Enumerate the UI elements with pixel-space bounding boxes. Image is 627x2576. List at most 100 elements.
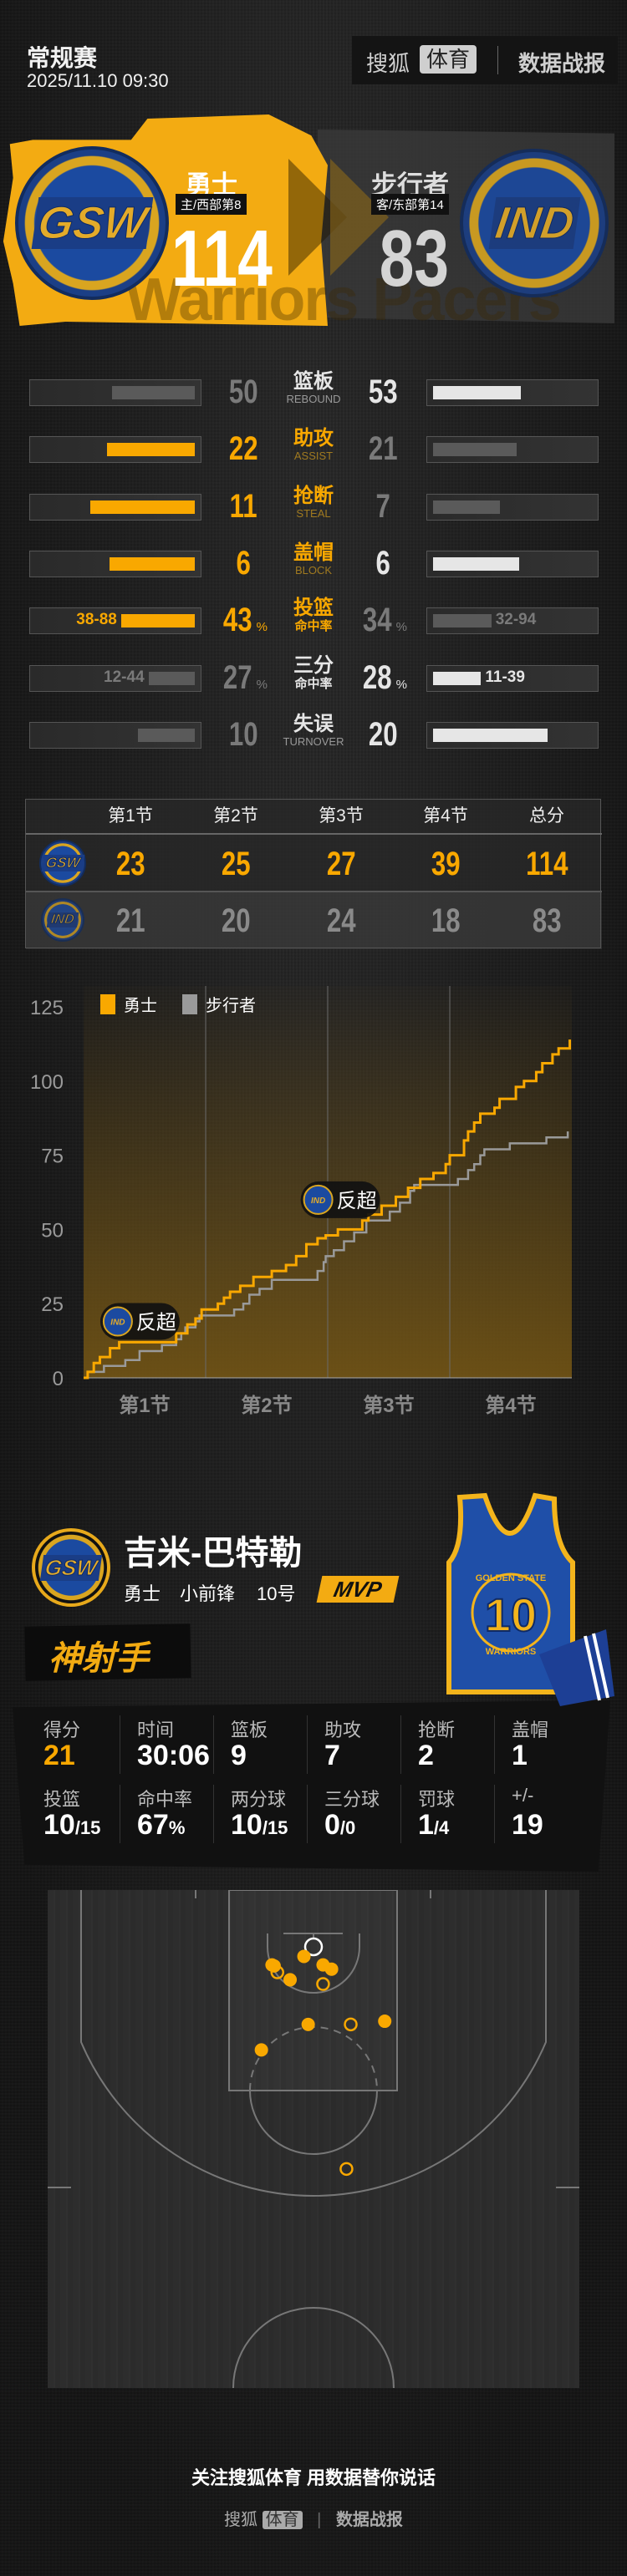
player-stat-value: 67% xyxy=(137,1809,186,1841)
player-number: 10号 xyxy=(257,1583,296,1604)
player-stat-label: 罚球 xyxy=(418,1789,456,1810)
y-tick-label: 50 xyxy=(41,1219,64,1242)
y-tick-label: 0 xyxy=(53,1368,64,1390)
shot-made xyxy=(283,1973,298,1987)
stat-row: 11 7 抢断 STEAL xyxy=(0,482,627,532)
game-datetime: 2025/11.10 09:30 xyxy=(27,70,169,91)
home-bar-fill xyxy=(111,386,195,399)
gsw-logo: GSW xyxy=(32,1528,110,1607)
player-stat-value: 1 xyxy=(512,1740,528,1771)
svg-text:GOLDEN STATE: GOLDEN STATE xyxy=(476,1573,547,1583)
home-bar-fill xyxy=(109,557,195,571)
quarter-header: 总分 xyxy=(529,806,564,826)
y-tick-label: 25 xyxy=(41,1293,64,1316)
quarter-score-table: GSW IND 第1节 23 21 第2节 25 20 第3节 27 24 第4节 39 18 总分 11… xyxy=(25,799,602,949)
footer-slogan: 关注搜狐体育 用数据替你说话 xyxy=(191,2467,436,2488)
home-made-attempts: 12-44 xyxy=(104,668,145,686)
away-stat-value: 6 xyxy=(375,545,390,582)
x-tick-label: 第4节 xyxy=(485,1394,536,1417)
divider xyxy=(307,1785,308,1843)
player-title: 神射手 xyxy=(48,1640,149,1677)
away-quarter-score: 20 xyxy=(221,902,251,939)
quarter-header: 第2节 xyxy=(213,806,258,826)
away-stat-value: 34% xyxy=(362,602,407,638)
player-stat-value: 10/15 xyxy=(43,1809,101,1841)
court-diagram xyxy=(48,1889,579,2389)
shot-made xyxy=(301,2017,315,2031)
away-stat-value: 7 xyxy=(375,488,390,525)
away-stat-bar xyxy=(426,722,599,749)
divider xyxy=(400,1715,401,1774)
footer-brand: 搜狐 体育 | 数据战报 xyxy=(224,2511,403,2529)
away-quarter-score: 18 xyxy=(431,902,461,939)
divider xyxy=(213,1715,214,1774)
brand-logo: 搜狐 体育 数据战报 xyxy=(352,36,618,84)
away-stat-value: 21 xyxy=(368,430,398,467)
home-stat-value: 43% xyxy=(222,602,268,638)
center-circle xyxy=(232,2307,395,2389)
x-tick-label: 第1节 xyxy=(119,1394,170,1417)
home-stat-bar xyxy=(29,551,201,577)
legend-swatch xyxy=(182,994,197,1014)
legend-label: 步行者 xyxy=(206,996,256,1015)
series-line-1 xyxy=(84,1131,569,1379)
x-tick-label: 第3节 xyxy=(363,1394,414,1417)
player-stat-value: 19 xyxy=(512,1809,543,1841)
player-position: 小前锋 xyxy=(180,1583,236,1604)
away-stat-bar xyxy=(426,551,599,577)
player-stat-value: 30:06 xyxy=(137,1740,210,1771)
player-stat-value: 21 xyxy=(43,1740,75,1771)
home-stat-value: 22 xyxy=(228,430,258,467)
svg-text:WARRIORS: WARRIORS xyxy=(486,1647,537,1657)
home-stat-value: 10 xyxy=(228,716,258,753)
home-bar-fill xyxy=(120,614,195,627)
chevron-icon xyxy=(330,159,389,276)
away-stat-bar xyxy=(426,436,599,463)
brand-sohu: 搜狐 xyxy=(366,51,410,76)
player-stat-value: 0/0 xyxy=(324,1809,356,1841)
shot-missed xyxy=(270,1965,285,1979)
player-stat-value: 10/15 xyxy=(231,1809,288,1841)
brand-report: 数据战报 xyxy=(518,51,606,76)
home-stat-value: 6 xyxy=(236,545,251,582)
home-stat-bar xyxy=(29,722,201,749)
player-stat-label: 两分球 xyxy=(231,1789,287,1810)
series-line-0 xyxy=(84,1039,572,1379)
home-team-tag: 主/西部第8 xyxy=(176,194,247,215)
hoop xyxy=(303,1937,324,1957)
shot-missed xyxy=(316,1977,330,1991)
stat-label: 抢断 STEAL xyxy=(293,485,334,521)
away-quarter-score: 21 xyxy=(115,902,145,939)
mvp-badge: MVP xyxy=(316,1576,400,1603)
home-quarter-score: 23 xyxy=(115,846,145,882)
away-stat-value: 20 xyxy=(368,716,398,753)
game-type: 常规赛 xyxy=(27,45,98,71)
home-score: 114 xyxy=(171,214,273,303)
away-bar-fill xyxy=(433,386,522,399)
away-team-tag: 客/东部第14 xyxy=(371,194,449,215)
away-quarter-score: 24 xyxy=(326,902,356,939)
three-point-line xyxy=(80,1890,547,2197)
home-stat-bar: 12-44 xyxy=(29,665,201,692)
legend-swatch xyxy=(100,994,115,1014)
away-bar-fill xyxy=(433,500,500,514)
brand-divider xyxy=(497,46,498,74)
ind-logo-icon xyxy=(303,1184,334,1215)
away-bar-fill xyxy=(433,672,482,685)
quarter-header: 第3节 xyxy=(319,806,364,826)
away-made-attempts: 32-94 xyxy=(495,611,537,628)
svg-text:IND: IND xyxy=(311,1197,325,1206)
away-bar-fill xyxy=(433,443,517,456)
player-team: 勇士 xyxy=(124,1583,161,1604)
home-stat-value: 27% xyxy=(222,659,268,696)
player-stat-value: 1/4 xyxy=(418,1809,450,1841)
home-quarter-score: 25 xyxy=(221,846,251,882)
gsw-logo: GSW xyxy=(15,146,169,300)
stat-row: 12-44 11-39 27% 28% 三分 命中率 xyxy=(0,653,627,704)
shot-made xyxy=(254,2043,268,2057)
away-bar-fill xyxy=(433,614,492,627)
legend-label: 勇士 xyxy=(124,996,157,1015)
home-stat-value: 11 xyxy=(229,488,257,525)
home-bar-fill xyxy=(107,443,195,456)
quarter-header: 第1节 xyxy=(108,806,153,826)
